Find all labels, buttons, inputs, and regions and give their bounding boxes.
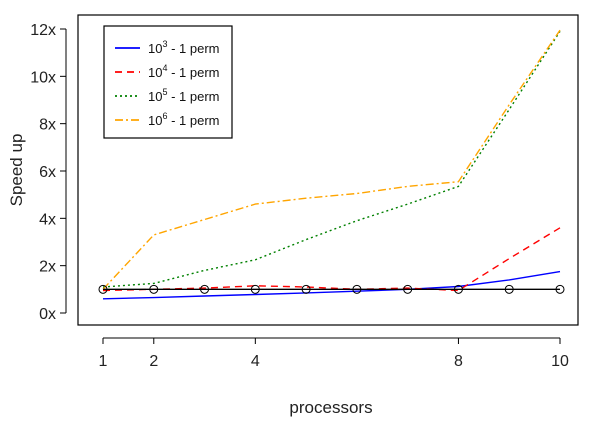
- y-tick-label: 4x: [39, 211, 56, 228]
- y-axis-title: Speed up: [7, 134, 26, 207]
- reference-point: [301, 284, 311, 294]
- reference-point: [200, 284, 210, 294]
- reference-point: [555, 284, 565, 294]
- x-tick-label: 4: [251, 353, 260, 370]
- legend-label: 106 - 1 perm: [148, 111, 220, 128]
- x-tick-label: 10: [551, 353, 569, 370]
- y-tick-label: 12x: [30, 22, 56, 39]
- y-tick-label: 10x: [30, 69, 56, 86]
- axes: 0x 2x 4x 6x 8x 10x 12x 1 2 4 8 10: [30, 22, 569, 370]
- plot-frame: [77, 14, 579, 326]
- series-line-10-3: [102, 270, 561, 300]
- series-line-10-4: [102, 227, 561, 292]
- y-tick-label: 0x: [39, 306, 56, 323]
- legend: 103 - 1 perm 104 - 1 perm 105 - 1 perm 106 …: [103, 25, 233, 139]
- legend-box: [103, 25, 233, 139]
- reference-line: [98, 284, 565, 294]
- legend-label: 103 - 1 perm: [148, 39, 220, 56]
- reference-point: [352, 284, 362, 294]
- reference-point: [403, 284, 413, 294]
- reference-point: [453, 284, 463, 294]
- x-tick-label: 2: [149, 353, 158, 370]
- y-tick-label: 2x: [39, 259, 56, 276]
- x-tick-label: 1: [99, 353, 108, 370]
- x-axis-title: processors: [289, 398, 372, 417]
- legend-label: 104 - 1 perm: [148, 63, 220, 80]
- reference-point: [504, 284, 514, 294]
- reference-point: [250, 284, 260, 294]
- series-line-10-5: [102, 31, 561, 288]
- x-tick-label: 8: [454, 353, 463, 370]
- legend-label: 105 - 1 perm: [148, 87, 220, 104]
- reference-point: [149, 284, 159, 294]
- y-tick-label: 8x: [39, 117, 56, 134]
- series-line-10-6: [102, 29, 561, 290]
- y-tick-label: 6x: [39, 164, 56, 181]
- reference-point: [98, 284, 108, 294]
